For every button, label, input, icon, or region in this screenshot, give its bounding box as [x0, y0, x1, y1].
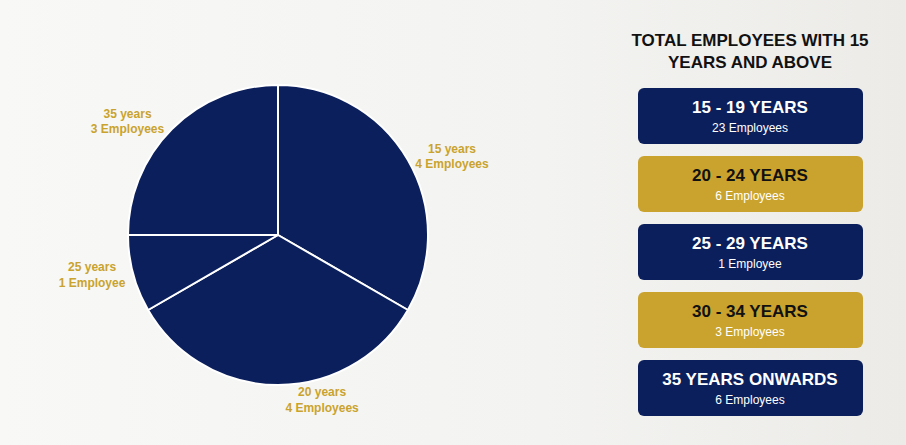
- html-text:TOTAL EMPLOYEES WITH 15 YEARS: TOTAL EMPLOYEES WITH 15 YEARS AND ABOVE: [631, 31, 869, 72]
- html-text:1 Employee: 1 Employee: [718, 256, 782, 271]
- svg-text:15 years4 Employees: 15 years4 Employees: [415, 142, 489, 172]
- html-text:6 Employees: 6 Employees: [715, 188, 785, 203]
- html-text:20 - 24 YEARS: 20 - 24 YEARS: [692, 165, 808, 185]
- html-text:35 YEARS ONWARDS: 35 YEARS ONWARDS: [662, 369, 838, 389]
- html-text:30 - 34 YEARS: 30 - 34 YEARS: [692, 301, 808, 321]
- svg-text:35 years3 Employees: 35 years3 Employees: [91, 107, 165, 137]
- html-text:6 Employees: 6 Employees: [715, 392, 785, 407]
- svg-text:25 years1 Employee: 25 years1 Employee: [59, 260, 126, 290]
- html-text:25 - 29 YEARS: 25 - 29 YEARS: [692, 233, 808, 253]
- html-text:15 - 19 YEARS: 15 - 19 YEARS: [692, 97, 808, 117]
- html-text:3 Employees: 3 Employees: [715, 324, 785, 339]
- svg-text:20 years4 Employees: 20 years4 Employees: [285, 385, 359, 415]
- html-text:23 Employees: 23 Employees: [712, 120, 788, 135]
